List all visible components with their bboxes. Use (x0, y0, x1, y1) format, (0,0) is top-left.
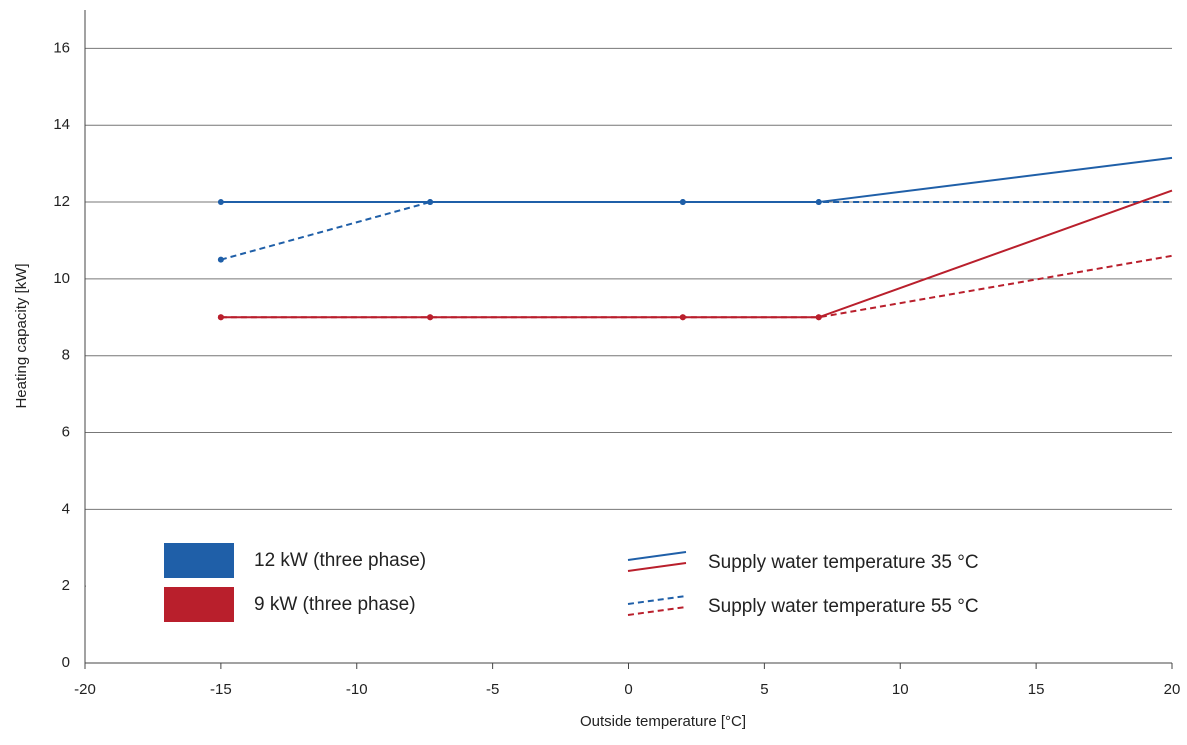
legend-label: 9 kW (three phase) (254, 594, 416, 615)
y-tick-label: 0 (62, 654, 70, 671)
x-tick-label: 15 (1028, 681, 1045, 698)
point (217, 199, 224, 206)
x-axis-label: Outside temperature [°C] (580, 713, 746, 730)
legend-label: Supply water temperature 55 °C (708, 596, 979, 617)
x-tick-label: 0 (624, 681, 632, 698)
point (427, 199, 434, 206)
y-tick-label: 4 (62, 500, 70, 517)
legend-label: Supply water temperature 35 °C (708, 552, 979, 573)
point (217, 314, 224, 321)
y-tick-label: 16 (53, 39, 70, 56)
y-tick-label: 10 (53, 270, 70, 287)
point (679, 199, 686, 206)
y-axis-label: Heating capacity [kW] (13, 263, 30, 408)
series-line (220, 254, 1173, 319)
series-line (220, 189, 1173, 319)
legend-line (627, 562, 687, 572)
y-tick-label: 8 (62, 347, 70, 364)
x-tick-label: 5 (760, 681, 768, 698)
x-tick-label: -20 (74, 681, 96, 698)
x-tick-label: 20 (1164, 681, 1181, 698)
y-tick-label: 2 (62, 577, 70, 594)
legend-swatch (164, 543, 234, 578)
y-tick-label: 6 (62, 423, 70, 440)
point (427, 314, 434, 321)
y-tick-label: 12 (53, 193, 70, 210)
series-line (220, 156, 1173, 204)
y-tick-label: 14 (53, 116, 70, 133)
point (217, 256, 224, 263)
point (815, 314, 822, 321)
x-tick-label: 10 (892, 681, 909, 698)
series-line (220, 201, 1172, 261)
x-tick-label: -10 (346, 681, 368, 698)
point (679, 314, 686, 321)
point (815, 199, 822, 206)
legend-line (627, 551, 687, 561)
legend-swatch (164, 587, 234, 622)
x-tick-label: -15 (210, 681, 232, 698)
legend-label: 12 kW (three phase) (254, 550, 426, 571)
x-tick-label: -5 (486, 681, 499, 698)
legend-box (86, 511, 1172, 661)
